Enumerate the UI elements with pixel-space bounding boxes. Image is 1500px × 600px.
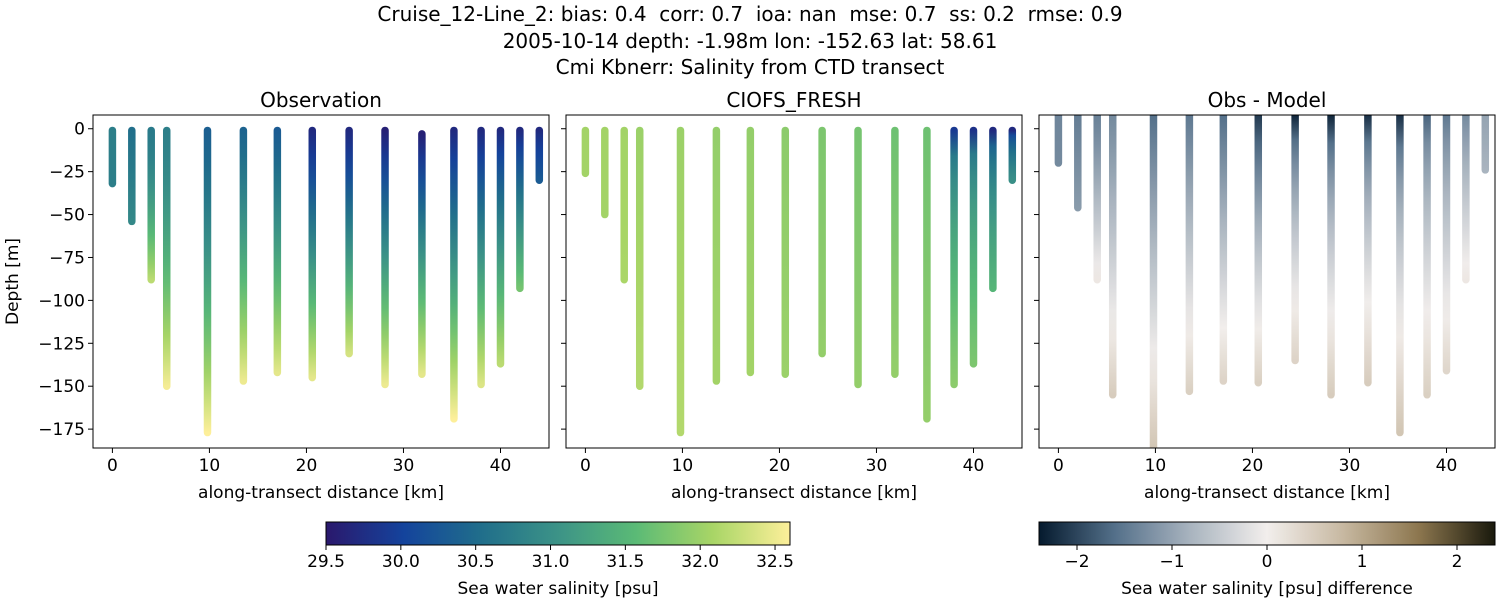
colorbar-tick-label: 32.5 xyxy=(756,552,794,572)
panel-title: CIOFS_FRESH xyxy=(726,88,861,112)
colorbar-gradient xyxy=(325,521,791,546)
colorbar-tick-label: 30.0 xyxy=(382,552,420,572)
figure-title-line-1: Cruise_12-Line_2: bias: 0.4 corr: 0.7 io… xyxy=(377,2,1123,26)
colorbar-tick-label: 2 xyxy=(1452,552,1463,572)
y-tick-label: −100 xyxy=(38,291,85,311)
colorbar-tick-label: 32.0 xyxy=(681,552,719,572)
x-axis-label: along-transect distance [km] xyxy=(671,483,917,503)
x-axis-label: along-transect distance [km] xyxy=(198,483,444,503)
figure-title-line-3: Cmi Kbnerr: Salinity from CTD transect xyxy=(555,55,945,79)
y-tick-label: −50 xyxy=(49,206,85,226)
x-tick-label: 40 xyxy=(1436,456,1458,476)
colorbar-tick-label: 29.5 xyxy=(307,552,345,572)
x-tick-label: 30 xyxy=(866,456,888,476)
x-tick-label: 20 xyxy=(769,456,791,476)
colorbar-tick-label: 31.5 xyxy=(606,552,644,572)
colorbar-2: −2 −1 0 1 2 Sea water salinity [psu] differen… xyxy=(1038,521,1496,599)
panel-1: Observation 0 10 20 30 40 along-transect dista… xyxy=(3,88,550,503)
colorbar-tick-label: −2 xyxy=(1064,552,1089,572)
y-tick-label: −125 xyxy=(38,334,85,354)
colorbar-label: Sea water salinity [psu] difference xyxy=(1121,579,1413,599)
y-tick-label: −150 xyxy=(38,377,85,397)
panel-3: Obs - Model 0 10 20 30 40 along-transect dista… xyxy=(1034,88,1496,503)
x-tick-label: 30 xyxy=(393,456,415,476)
colorbar-tick-label: −1 xyxy=(1159,552,1184,572)
x-tick-label: 20 xyxy=(296,456,318,476)
x-tick-label: 10 xyxy=(1145,456,1167,476)
cast-group xyxy=(581,126,1017,437)
axes-frame xyxy=(565,114,1023,449)
colorbar-tick-label: 31.0 xyxy=(532,552,570,572)
x-axis-label: along-transect distance [km] xyxy=(1144,483,1390,503)
x-tick-label: 0 xyxy=(580,456,591,476)
x-tick-label: 40 xyxy=(963,456,985,476)
panel-title: Obs - Model xyxy=(1208,88,1327,112)
figure-title-line-2: 2005-10-14 depth: -1.98m lon: -152.63 la… xyxy=(502,29,998,53)
x-tick-label: 20 xyxy=(1242,456,1264,476)
axes-frame xyxy=(1038,114,1496,449)
x-tick-label: 0 xyxy=(1053,456,1064,476)
colorbar-tick-label: 1 xyxy=(1357,552,1368,572)
y-tick-label: −75 xyxy=(49,248,85,268)
colorbar-tick-label: 0 xyxy=(1262,552,1273,572)
colorbar-1: 29.5 30.0 30.5 31.0 31.5 32.0 32.5 Sea water sa… xyxy=(307,521,794,599)
panel-2: CIOFS_FRESH 0 10 20 30 40 along-transect dista… xyxy=(561,88,1023,503)
cast-group xyxy=(108,126,544,437)
axes-frame xyxy=(92,114,550,449)
x-tick-label: 10 xyxy=(672,456,694,476)
x-tick-label: 40 xyxy=(490,456,512,476)
y-tick-label: −175 xyxy=(38,420,85,440)
x-tick-label: 10 xyxy=(199,456,221,476)
y-tick-label: 0 xyxy=(74,120,85,140)
colorbar-gradient xyxy=(1038,521,1496,546)
y-tick-label: −25 xyxy=(49,163,85,183)
cast-group xyxy=(1054,115,1490,448)
y-axis-label: Depth [m] xyxy=(3,238,23,325)
x-tick-label: 0 xyxy=(107,456,118,476)
colorbar-tick-label: 30.5 xyxy=(457,552,495,572)
panel-title: Observation xyxy=(260,88,382,112)
colorbar-label: Sea water salinity [psu] xyxy=(458,579,659,599)
x-tick-label: 30 xyxy=(1339,456,1361,476)
